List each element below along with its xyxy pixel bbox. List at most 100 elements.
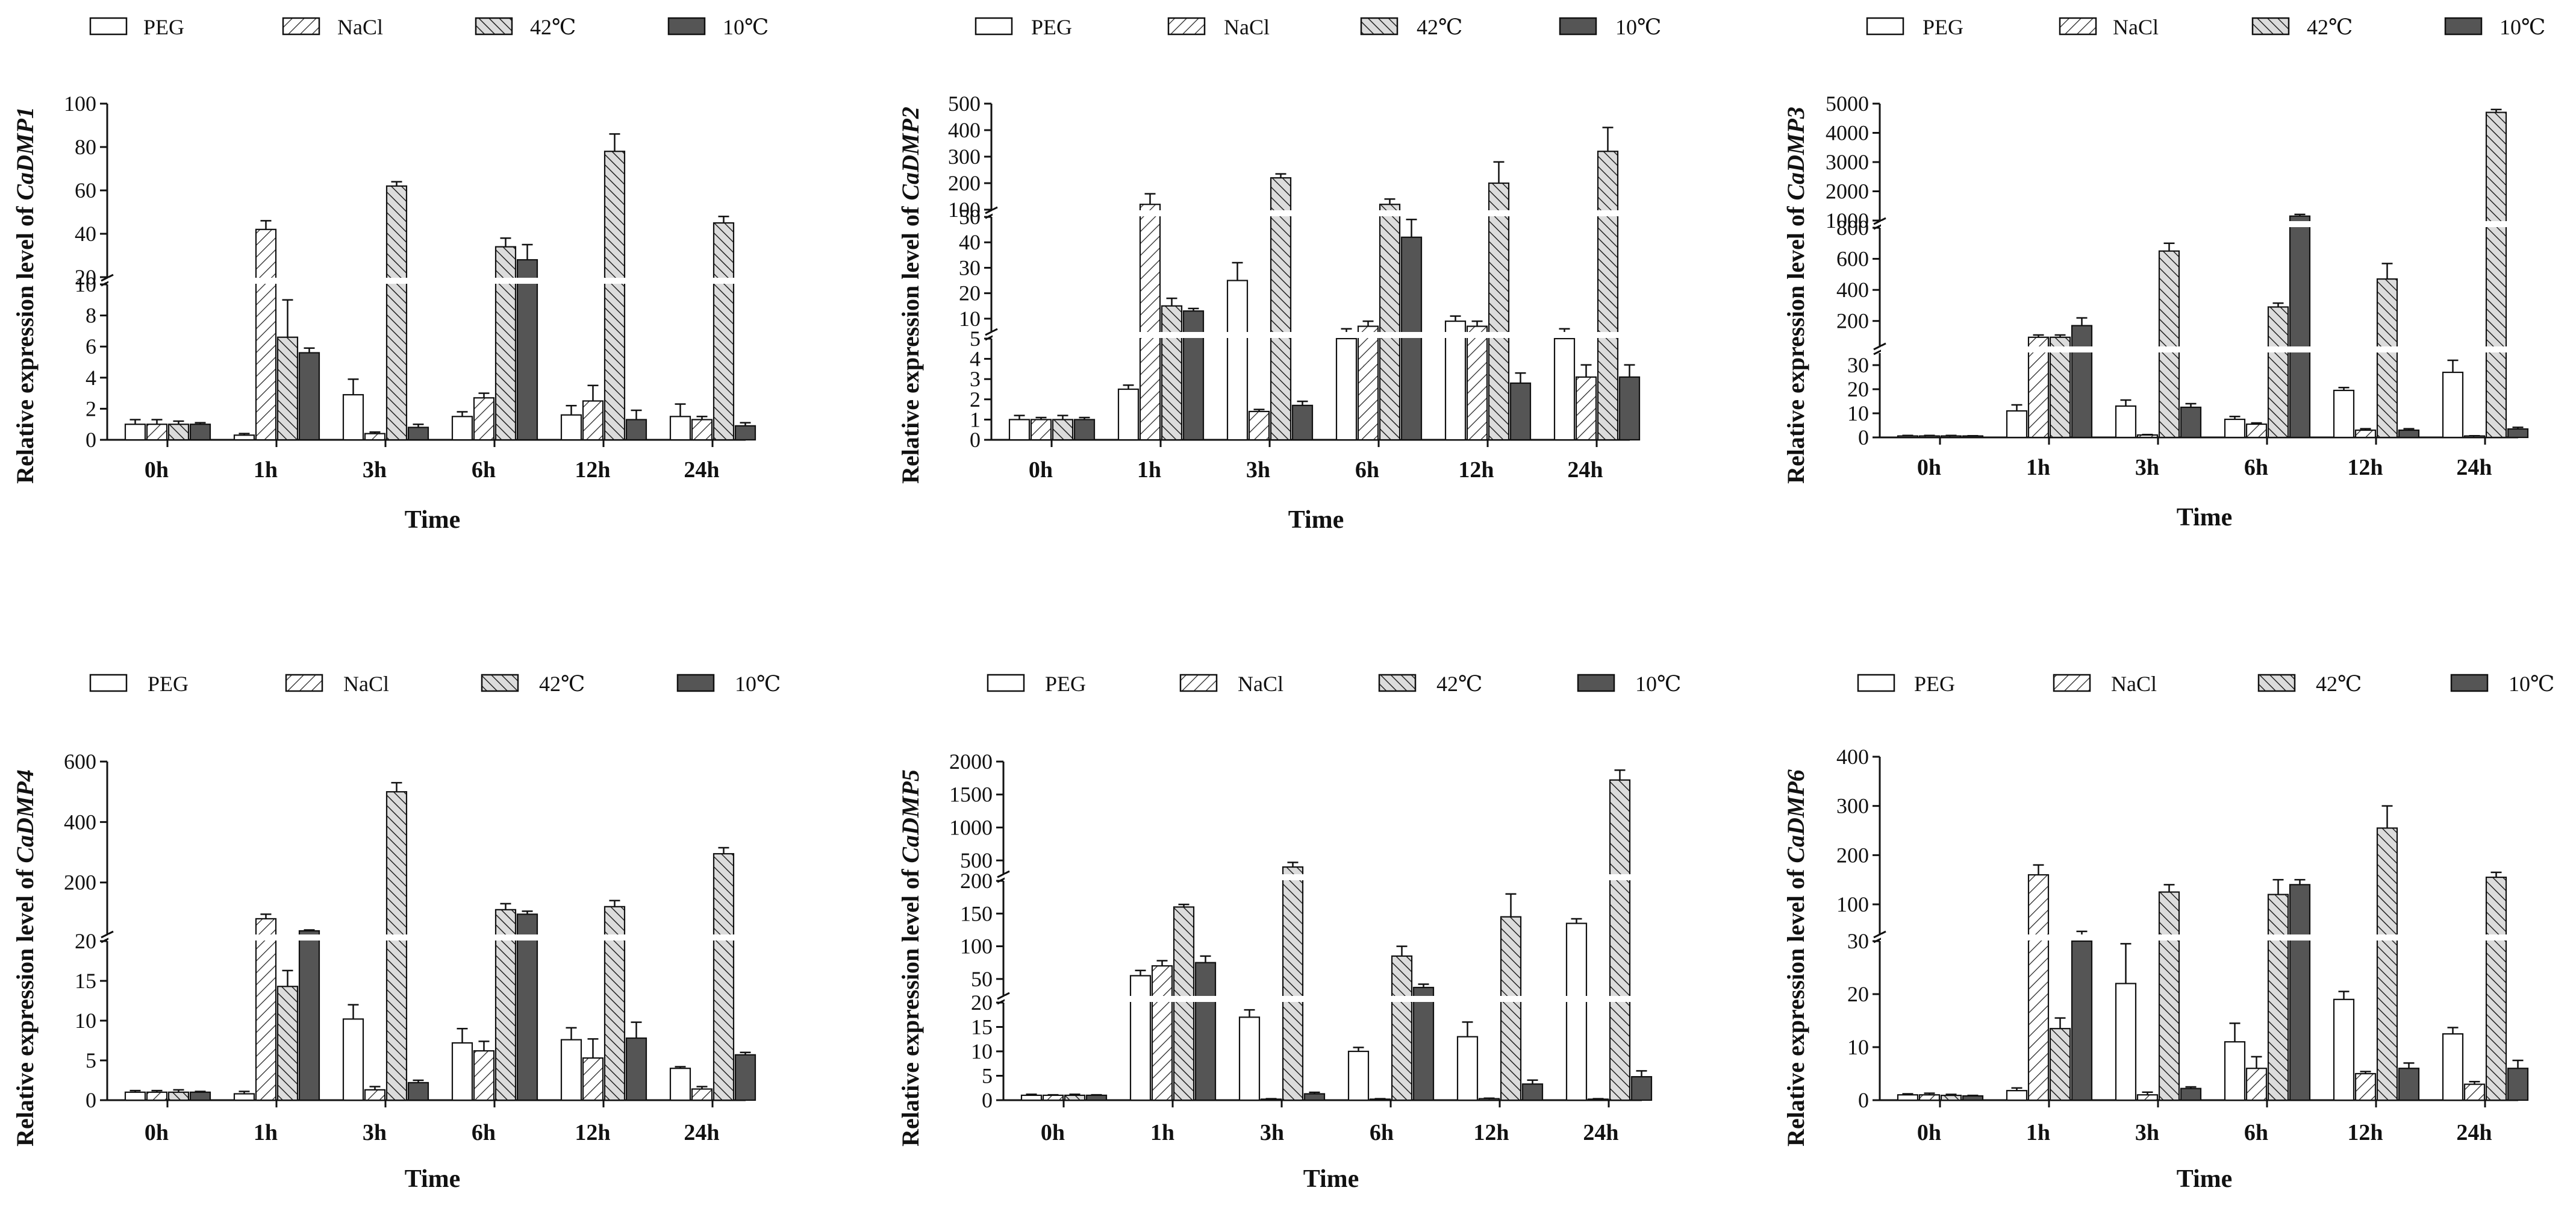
y-tick-label: 0: [1858, 1088, 1869, 1112]
legend-label-10c: 10℃: [2500, 15, 2545, 39]
x-tick-label: 3h: [363, 1120, 387, 1145]
bar-42c: [2376, 827, 2398, 1101]
bar-peg: [560, 1039, 582, 1101]
y-tick-label: 8: [86, 304, 96, 328]
y-tick-label: 20: [971, 991, 993, 1015]
axis-break-gap: [993, 332, 1631, 338]
y-tick-label: 0: [86, 1088, 96, 1112]
x-axis-label: Time: [1288, 506, 1344, 534]
bar-peg: [1020, 1094, 1043, 1101]
legend-swatch-42c: [481, 674, 519, 692]
legend-swatch-10c: [1577, 674, 1615, 692]
y-tick-label: 80: [75, 135, 96, 159]
bar-10c: [1521, 1083, 1544, 1101]
legend: PEG NaCl 42℃ 10℃: [1866, 15, 2545, 39]
legend-swatch-peg: [89, 17, 128, 36]
bar-nacl: [364, 1089, 386, 1101]
bar-nacl: [691, 419, 713, 441]
x-tick-label: 24h: [684, 457, 719, 483]
bar-nacl: [1139, 204, 1161, 441]
bar-42c: [2158, 250, 2180, 439]
x-tick-label: 6h: [2244, 1120, 2268, 1145]
bar-peg: [342, 1018, 364, 1101]
x-axis-label: Time: [2177, 504, 2233, 531]
bar-10c: [734, 425, 756, 441]
y-tick-label: 300: [1836, 794, 1869, 818]
y-tick-label: 100: [64, 92, 96, 116]
y-tick-label: 30: [1847, 353, 1869, 377]
legend-swatch-10c: [667, 17, 706, 36]
bar-42c: [1052, 419, 1074, 441]
y-tick-label: 20: [75, 265, 96, 289]
x-tick-label: 1h: [254, 457, 278, 483]
bar-42c: [2049, 336, 2071, 439]
axis-break-mark: [997, 870, 1010, 878]
legend-label-10c: 10℃: [735, 672, 781, 696]
y-tick-label: 300: [948, 145, 981, 169]
y-tick-label: 400: [64, 810, 96, 834]
axis-break-mark: [1873, 930, 1886, 939]
axis-break-gap: [1005, 874, 1643, 880]
bar-42c: [2376, 278, 2398, 439]
bar-10c: [734, 1054, 756, 1101]
bar-42c: [1391, 955, 1413, 1101]
bar-10c: [2507, 428, 2529, 439]
x-tick-label: 24h: [2456, 1120, 2492, 1145]
legend-label-42c: 42℃: [530, 15, 576, 39]
legend-label-10c: 10℃: [1635, 672, 1681, 696]
bar-peg: [669, 416, 691, 441]
bar-10c: [1630, 1076, 1653, 1101]
x-tick-label: 1h: [1137, 457, 1161, 483]
bar-nacl: [691, 1088, 713, 1101]
panel-cadmp3: PEG NaCl 42℃ 10℃ Relative expression lev…: [1782, 15, 2545, 531]
y-tick-label: 10: [959, 307, 981, 331]
legend-label-peg: PEG: [1045, 672, 1086, 696]
bar-peg: [1444, 321, 1467, 441]
bar-42c: [1500, 916, 1522, 1101]
bar-10c: [2180, 1088, 2202, 1101]
bar-peg: [669, 1068, 691, 1101]
axis-break-mark: [1873, 342, 1886, 351]
legend-swatch-peg: [89, 674, 128, 692]
y-tick-label: 5000: [1826, 92, 1869, 116]
bar-peg: [342, 394, 364, 441]
bar-10c: [1194, 962, 1217, 1101]
bar-nacl: [582, 1057, 604, 1101]
y-tick-label: 200: [64, 871, 96, 895]
y-tick-label: 20: [75, 929, 96, 953]
x-tick-label: 0h: [145, 1120, 169, 1145]
bar-peg: [451, 416, 473, 441]
x-tick-label: 0h: [1041, 1120, 1065, 1145]
y-tick-label: 4000: [1826, 121, 1869, 145]
legend-label-42c: 42℃: [539, 672, 585, 696]
bar-nacl: [473, 397, 495, 441]
bar-peg: [124, 424, 146, 441]
legend-swatch-10c: [1559, 17, 1597, 36]
x-tick-label: 3h: [1260, 1120, 1284, 1145]
y-tick-label: 5: [982, 1064, 993, 1088]
y-tick-label: 3000: [1826, 150, 1869, 174]
y-tick-label: 0: [970, 428, 981, 452]
x-tick-label: 0h: [145, 457, 169, 483]
bar-peg: [2006, 410, 2028, 439]
bar-nacl: [1042, 1094, 1064, 1101]
bar-10c: [2071, 325, 2093, 439]
x-tick-label: 0h: [1917, 455, 1941, 480]
bar-42c: [713, 222, 735, 441]
bars: [993, 127, 1641, 441]
x-tick-label: 3h: [1246, 457, 1270, 483]
x-tick-label: 3h: [2135, 1120, 2159, 1145]
legend-label-peg: PEG: [143, 15, 184, 39]
legend-label-42c: 42℃: [1417, 15, 1462, 39]
x-tick-label: 6h: [1355, 457, 1379, 483]
x-axis-label: Time: [405, 506, 461, 534]
bar-10c: [2398, 1068, 2420, 1101]
bar-10c: [1400, 236, 1423, 441]
bar-10c: [516, 259, 538, 441]
legend-swatch-peg: [1866, 17, 1904, 36]
axis-break-mark: [997, 992, 1010, 1000]
y-tick-label: 50: [971, 967, 993, 991]
y-axis-label: Relative expression level of CaDMP2: [897, 107, 924, 484]
y-tick-label: 800: [1836, 216, 1869, 240]
